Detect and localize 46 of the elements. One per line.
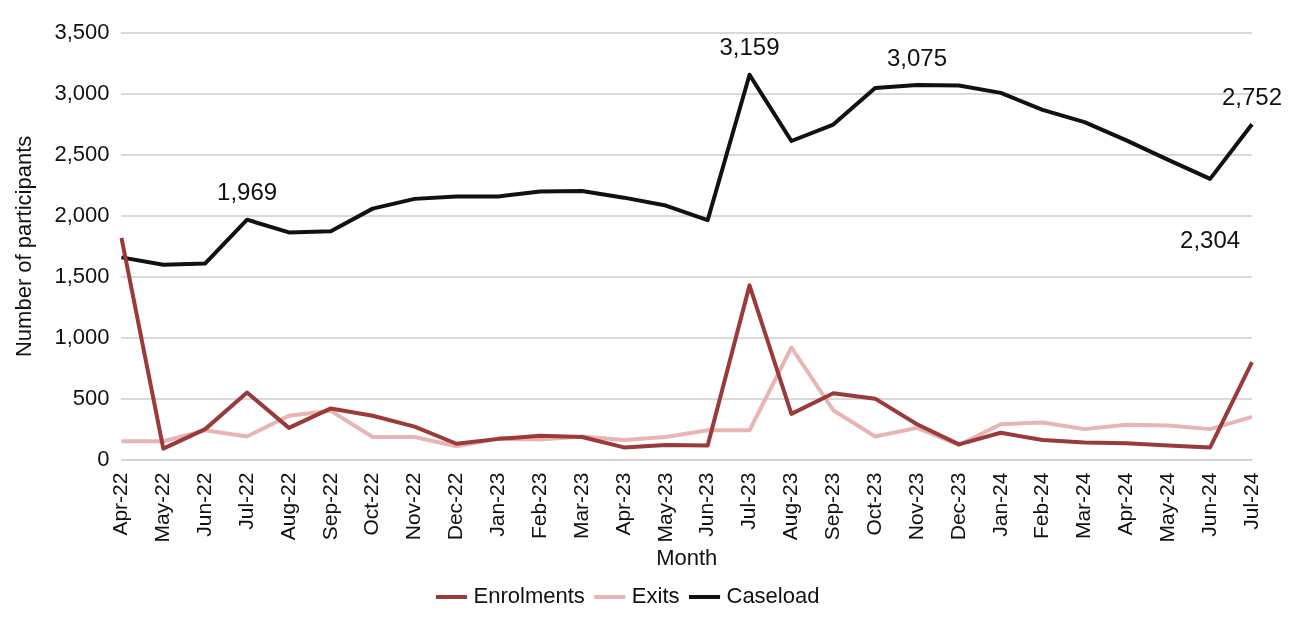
x-tick-label: Sep-22: [317, 472, 341, 541]
legend-label: Exits: [631, 583, 680, 609]
data-label: 1,969: [217, 178, 278, 206]
x-tick-label: Feb-24: [1029, 472, 1053, 540]
x-tick-label: Mar-23: [568, 472, 592, 540]
x-tick-label: Aug-23: [778, 472, 802, 541]
x-tick-label: Apr-23: [610, 472, 634, 536]
x-tick-label: Nov-23: [903, 472, 927, 541]
data-label: 3,075: [886, 43, 948, 71]
legend-label: Caseload: [726, 583, 820, 609]
y-tick-label: 2,500: [54, 141, 110, 167]
data-label: 2,304: [1180, 225, 1241, 253]
x-tick-label: Nov-22: [401, 472, 425, 541]
data-label: 3,159: [719, 33, 780, 61]
x-tick-label: Jan-23: [485, 472, 509, 537]
x-tick-label: Sep-23: [820, 472, 844, 541]
x-tick-label: Oct-23: [861, 472, 885, 536]
x-tick-label: Mar-24: [1071, 472, 1095, 540]
x-tick-label: Apr-22: [108, 472, 132, 536]
x-tick-label: May-22: [150, 472, 174, 543]
y-tick-label: 3,000: [54, 80, 110, 106]
x-tick-label: Feb-23: [526, 472, 550, 540]
x-tick-label: Jul-23: [736, 472, 760, 530]
y-axis-title: Number of participants: [11, 135, 37, 358]
x-tick-label: Jul-24: [1238, 472, 1262, 530]
x-tick-label: Jun-23: [694, 472, 718, 537]
legend-label: Enrolments: [473, 583, 585, 609]
x-tick-label: Dec-23: [945, 472, 969, 541]
y-tick-label: 2,000: [54, 202, 110, 227]
x-tick-label: Aug-22: [275, 472, 299, 541]
x-tick-label: Jun-24: [1196, 472, 1220, 537]
x-tick-label: Dec-22: [443, 472, 467, 541]
x-tick-label: Apr-24: [1113, 472, 1137, 536]
x-axis-title: Month: [656, 544, 718, 570]
y-tick-label: 500: [72, 384, 110, 410]
x-tick-label: May-23: [652, 472, 676, 543]
x-tick-label: Oct-22: [359, 472, 383, 536]
data-label: 2,752: [1221, 82, 1283, 110]
y-tick-label: 3,500: [54, 19, 110, 45]
y-tick-label: 1,000: [54, 323, 110, 349]
y-tick-label: 0: [97, 445, 110, 471]
y-tick-label: 1,500: [54, 262, 110, 288]
x-tick-label: Jan-24: [987, 472, 1011, 537]
x-tick-label: Jun-22: [191, 472, 215, 537]
x-tick-label: Jul-22: [233, 472, 257, 530]
x-tick-label: May-24: [1155, 472, 1179, 543]
